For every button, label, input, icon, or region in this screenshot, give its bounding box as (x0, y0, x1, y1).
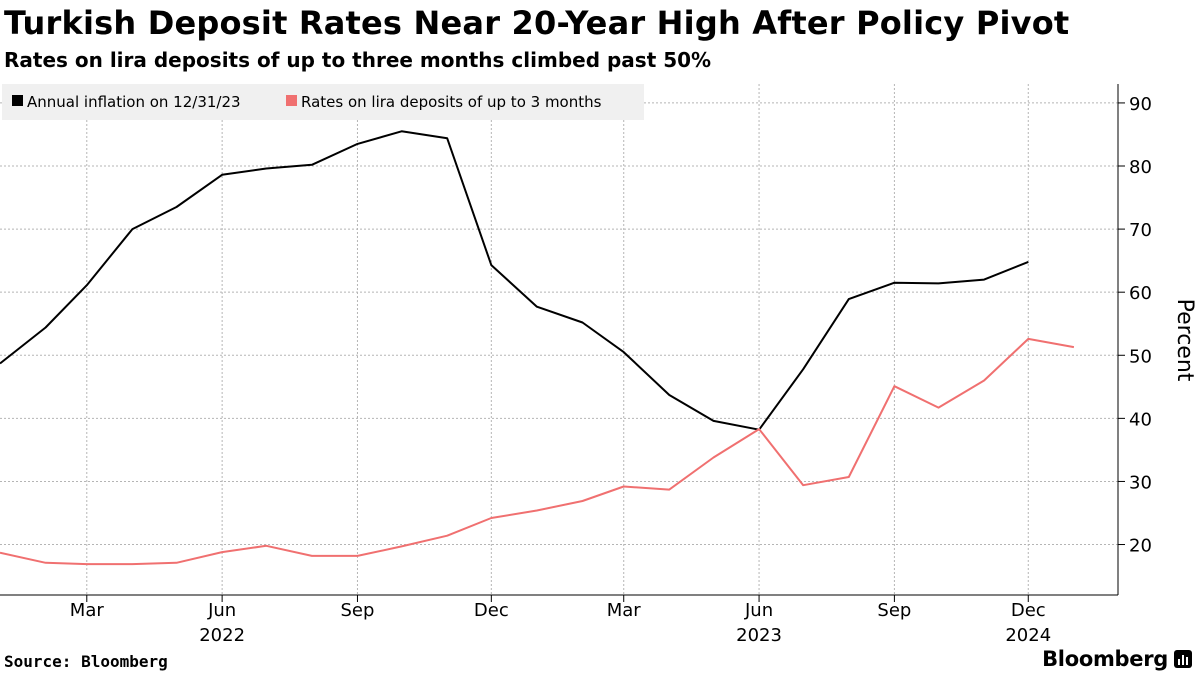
x-tick-label: Jun (744, 600, 773, 621)
chart-title: Turkish Deposit Rates Near 20-Year High … (4, 4, 1070, 42)
y-tick-label: 40 (1129, 409, 1152, 430)
y-tick-label: 30 (1129, 472, 1152, 493)
source-note: Source: Bloomberg (4, 652, 168, 671)
y-tick-label: 50 (1129, 346, 1152, 367)
y-tick-label: 70 (1129, 220, 1152, 241)
legend-swatch-deposit (286, 95, 297, 106)
bloomberg-chart-icon (1174, 650, 1192, 668)
series-line-inflation (0, 130, 1029, 431)
legend-swatch-inflation (12, 95, 23, 106)
legend-label-deposit: Rates on lira deposits of up to 3 months (301, 93, 602, 111)
axes: 20 30 40 50 60 70 80 90 Mar Jun 2022 Sep Dec Mar Jun 20… (0, 84, 1152, 646)
legend-label-inflation: Annual inflation on 12/31/23 (27, 93, 241, 111)
brand-wordmark: Bloomberg (1042, 647, 1168, 671)
y-tick-label: 80 (1129, 157, 1152, 178)
gridlines (0, 84, 1118, 595)
y-axis-label: Percent (1172, 299, 1197, 382)
x-tick-label: Dec (1011, 600, 1046, 621)
x-tick-label: Mar (607, 600, 642, 621)
series-line-deposit (0, 337, 1075, 566)
chart-subtitle: Rates on lira deposits of up to three mo… (4, 48, 712, 72)
y-tick-label: 20 (1129, 536, 1152, 557)
x-tick-label: Sep (877, 600, 911, 621)
x-tick-label: Sep (340, 600, 374, 621)
series-lines (0, 130, 1075, 566)
x-tick-label: Jun (207, 600, 236, 621)
x-tick-label: Mar (70, 600, 105, 621)
x-tick-label: Dec (474, 600, 509, 621)
x-year-label: 2023 (736, 625, 782, 646)
brand-logo: Bloomberg (1042, 647, 1192, 671)
x-year-label: 2022 (199, 625, 245, 646)
x-year-label: 2024 (1005, 625, 1051, 646)
y-tick-label: 90 (1129, 94, 1152, 115)
legend-background (2, 84, 644, 120)
y-tick-label: 60 (1129, 283, 1152, 304)
legend: Annual inflation on 12/31/23 Rates on li… (2, 84, 644, 120)
